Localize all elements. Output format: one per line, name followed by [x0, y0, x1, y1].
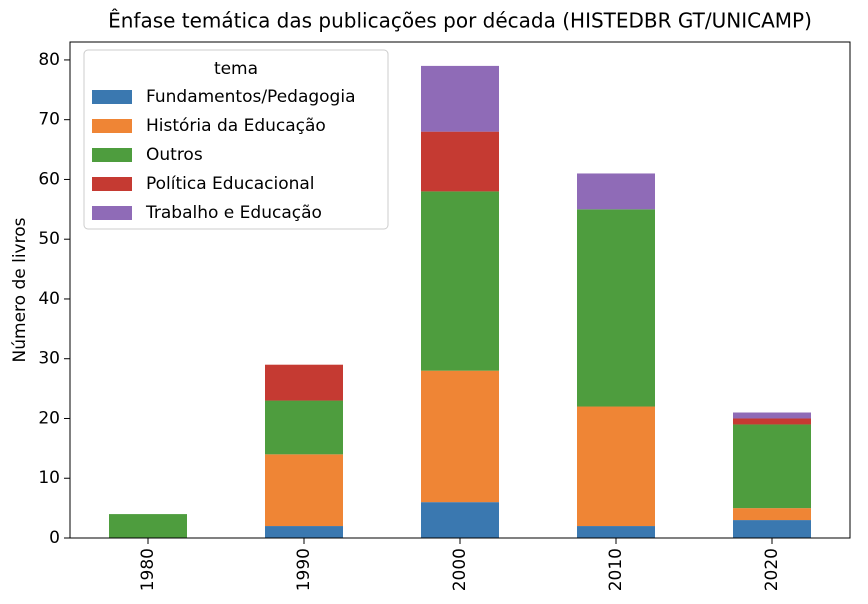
bar-segment [733, 520, 811, 538]
bar-segment [733, 508, 811, 521]
y-tick-label: 80 [38, 50, 60, 70]
bar-segment [577, 406, 655, 527]
bar-segment [733, 412, 811, 419]
plot-frame [69, 41, 851, 539]
x-tick-label: 2000 [450, 548, 470, 591]
bar-segment [265, 526, 343, 538]
x-tick-label: 2020 [762, 548, 782, 591]
y-tick-label: 20 [38, 408, 60, 428]
x-tick-label: 1980 [138, 548, 158, 591]
bar-segment [421, 65, 499, 132]
legend-label: Política Educacional [146, 174, 315, 194]
y-tick-label: 70 [38, 110, 60, 130]
legend-title: tema [214, 59, 258, 79]
bar-segment [421, 131, 499, 192]
legend-swatch [92, 177, 132, 191]
legend-label: História da Educação [146, 116, 326, 136]
legend-swatch [92, 148, 132, 162]
legend-label: Trabalho e Educação [145, 203, 322, 223]
y-tick-label: 30 [38, 349, 60, 369]
y-tick-label: 50 [38, 229, 60, 249]
x-tick-label: 2010 [606, 548, 626, 591]
y-tick-label: 10 [38, 468, 60, 488]
legend-swatch [92, 119, 132, 133]
bar-segment [421, 502, 499, 538]
legend-swatch [92, 90, 132, 104]
bar-segment [109, 514, 187, 538]
legend-label: Outros [146, 145, 203, 165]
bar-segment [733, 418, 811, 425]
y-tick-label: 40 [38, 289, 60, 309]
bar-segment [265, 454, 343, 527]
legend-box [83, 49, 389, 230]
bar-segment [577, 526, 655, 538]
legend-label: Fundamentos/Pedagogia [146, 87, 356, 107]
y-tick-label: 0 [49, 528, 60, 548]
y-tick-label: 60 [38, 169, 60, 189]
bar-segment [577, 173, 655, 210]
y-axis-label: Número de livros [10, 217, 30, 362]
bar-segment [733, 424, 811, 509]
bar-segment [265, 364, 343, 401]
bar-segment [421, 370, 499, 503]
x-tick-label: 1990 [294, 548, 314, 591]
legend-swatch [92, 206, 132, 220]
bar-segment [421, 191, 499, 371]
chart-title: Ênfase temática das publicações por déca… [108, 9, 812, 33]
bar-segment [577, 209, 655, 407]
bar-segment [265, 400, 343, 455]
